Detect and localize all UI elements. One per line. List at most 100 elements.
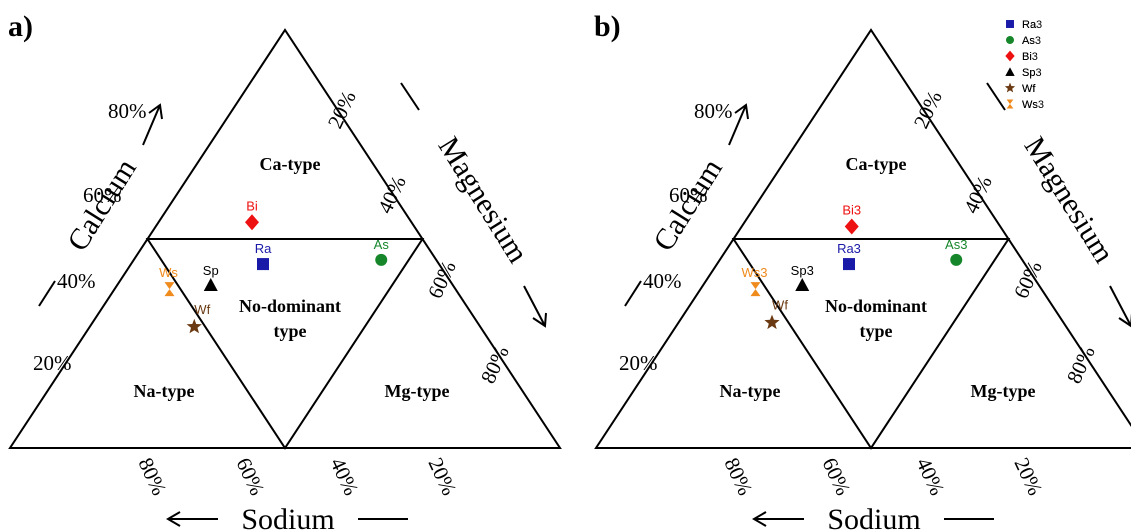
sodium-tick: 80%: [719, 454, 757, 499]
panel-label: b): [594, 10, 621, 43]
legend-item-bi: Bi3: [1005, 50, 1038, 63]
point-marker-as: [375, 253, 388, 266]
sodium-tick: 20%: [1009, 454, 1047, 499]
sodium-axis-label: Sodium: [241, 503, 334, 532]
point-marker-ra: [257, 258, 269, 271]
calcium-tick: 80%: [108, 99, 147, 123]
panel-label: a): [8, 10, 33, 43]
legend-marker-as: [1006, 36, 1014, 44]
region-na-type: Na-type: [720, 381, 781, 401]
data-point-wf: Wf: [764, 298, 788, 330]
region-no-dominant-line2: type: [274, 321, 307, 341]
sodium-axis-label: Sodium: [827, 503, 920, 532]
magnesium-axis-label: Magnesium: [1018, 131, 1121, 269]
point-marker-sp: [795, 277, 810, 291]
sodium-tick: 60%: [817, 454, 855, 499]
data-point-wf: Wf: [186, 302, 211, 334]
point-marker-as: [950, 253, 963, 266]
point-marker-ws: [750, 282, 761, 297]
legend-item-ws: Ws3: [1006, 99, 1044, 111]
magnesium-tick: 20%: [909, 87, 947, 132]
magnesium-tick: 40%: [959, 172, 997, 217]
point-label-bi: Bi3: [842, 202, 861, 217]
calcium-tick: 40%: [57, 269, 96, 293]
sodium-arrow-head: [752, 511, 767, 527]
point-marker-ws: [164, 282, 175, 297]
magnesium-tick: 60%: [1009, 257, 1047, 302]
calcium-arrow-shaft: [728, 104, 747, 146]
legend-item-wf: Wf: [1005, 82, 1036, 95]
legend-label-ra: Ra3: [1022, 19, 1042, 31]
calcium-axis-label: Calcium: [61, 153, 143, 257]
data-point-sp: Sp: [203, 263, 219, 291]
point-label-wf: Wf: [772, 298, 788, 313]
magnesium-arrow-shaft: [523, 285, 546, 327]
region-no-dominant-line1: No-dominant: [239, 296, 341, 316]
legend-label-ws: Ws: [1022, 99, 1038, 111]
legend-label-bi: Bi: [1022, 51, 1032, 63]
calcium-tick: 40%: [643, 269, 682, 293]
calcium-dash: [38, 280, 56, 307]
calcium-arrow-shaft: [142, 104, 161, 146]
sodium-tick: 40%: [911, 454, 949, 499]
point-label-sp: Sp3: [791, 263, 814, 278]
calcium-axis-label: Calcium: [647, 153, 729, 257]
legend-marker-wrap: [1005, 82, 1015, 93]
magnesium-tick: 20%: [323, 87, 361, 132]
point-label-sp: Sp: [203, 263, 219, 278]
data-point-ws: Ws: [159, 265, 178, 297]
legend-item-ra: Ra3: [1006, 19, 1042, 31]
legend-label-sp: Sp: [1022, 67, 1035, 79]
magnesium-dash: [400, 82, 420, 111]
region-ca-type: Ca-type: [846, 154, 907, 174]
region-mg-type: Mg-type: [971, 381, 1036, 401]
magnesium-tick: 40%: [373, 172, 411, 217]
legend-label-wf: Wf: [1022, 83, 1036, 95]
ternary-panel-b: b) Ca-type No-dominant type Na-type Mg-type 20…: [594, 10, 1131, 532]
legend-marker-wrap: [1005, 50, 1015, 62]
point-label-wf: Wf: [194, 302, 210, 317]
legend-marker-bi: [1005, 50, 1015, 62]
legend-item-sp: Sp3: [1005, 67, 1042, 79]
magnesium-tick: 80%: [476, 342, 514, 387]
calcium-arrow-head: [734, 103, 749, 120]
data-point-ws: Ws3: [742, 265, 768, 297]
point-marker-bi: [245, 214, 259, 231]
legend-label-sp: Sp3: [1022, 67, 1042, 79]
data-point-bi: Bi3: [842, 202, 861, 235]
inner-triangle: [145, 238, 425, 450]
magnesium-tick: 80%: [1062, 342, 1100, 387]
legend-label-bi: Bi3: [1022, 51, 1038, 63]
point-label-as: As3: [945, 237, 967, 252]
region-mg-type: Mg-type: [385, 381, 450, 401]
legend-marker-sp: [1005, 67, 1015, 76]
data-point-sp: Sp3: [791, 263, 814, 291]
legend-label-ra: Ra: [1022, 19, 1037, 31]
region-ca-type: Ca-type: [260, 154, 321, 174]
point-marker-bi: [844, 218, 859, 235]
point-label-bi: Bi: [246, 198, 258, 213]
magnesium-tick: 60%: [423, 257, 461, 302]
sodium-arrow-head: [166, 511, 181, 527]
legend-marker-wrap: [1006, 36, 1014, 44]
point-label-ra: Ra: [255, 241, 272, 256]
magnesium-arrow-head: [532, 312, 547, 328]
sodium-tick: 40%: [325, 454, 363, 499]
point-marker-wf: [186, 318, 202, 334]
point-marker-sp: [203, 277, 218, 291]
legend-marker-ra: [1006, 20, 1014, 28]
legend: Ra As Bi Sp Wf Ws: [1005, 19, 1038, 111]
data-point-ra: Ra3: [837, 241, 861, 271]
point-label-ws: Ws3: [742, 265, 768, 280]
calcium-tick: 20%: [33, 351, 72, 375]
data-point-as: As3: [945, 237, 967, 266]
sodium-tick: 80%: [133, 454, 171, 499]
ternary-panel-a: a) Ca-type No-dominant type Na-type Mg-type 20…: [8, 10, 1038, 532]
calcium-tick: 20%: [619, 351, 658, 375]
sodium-tick: 20%: [423, 454, 461, 499]
calcium-arrow-head: [148, 103, 163, 120]
magnesium-arrow-shaft: [1109, 285, 1131, 327]
inner-triangle: [731, 238, 1011, 450]
point-marker-wf: [764, 314, 780, 330]
